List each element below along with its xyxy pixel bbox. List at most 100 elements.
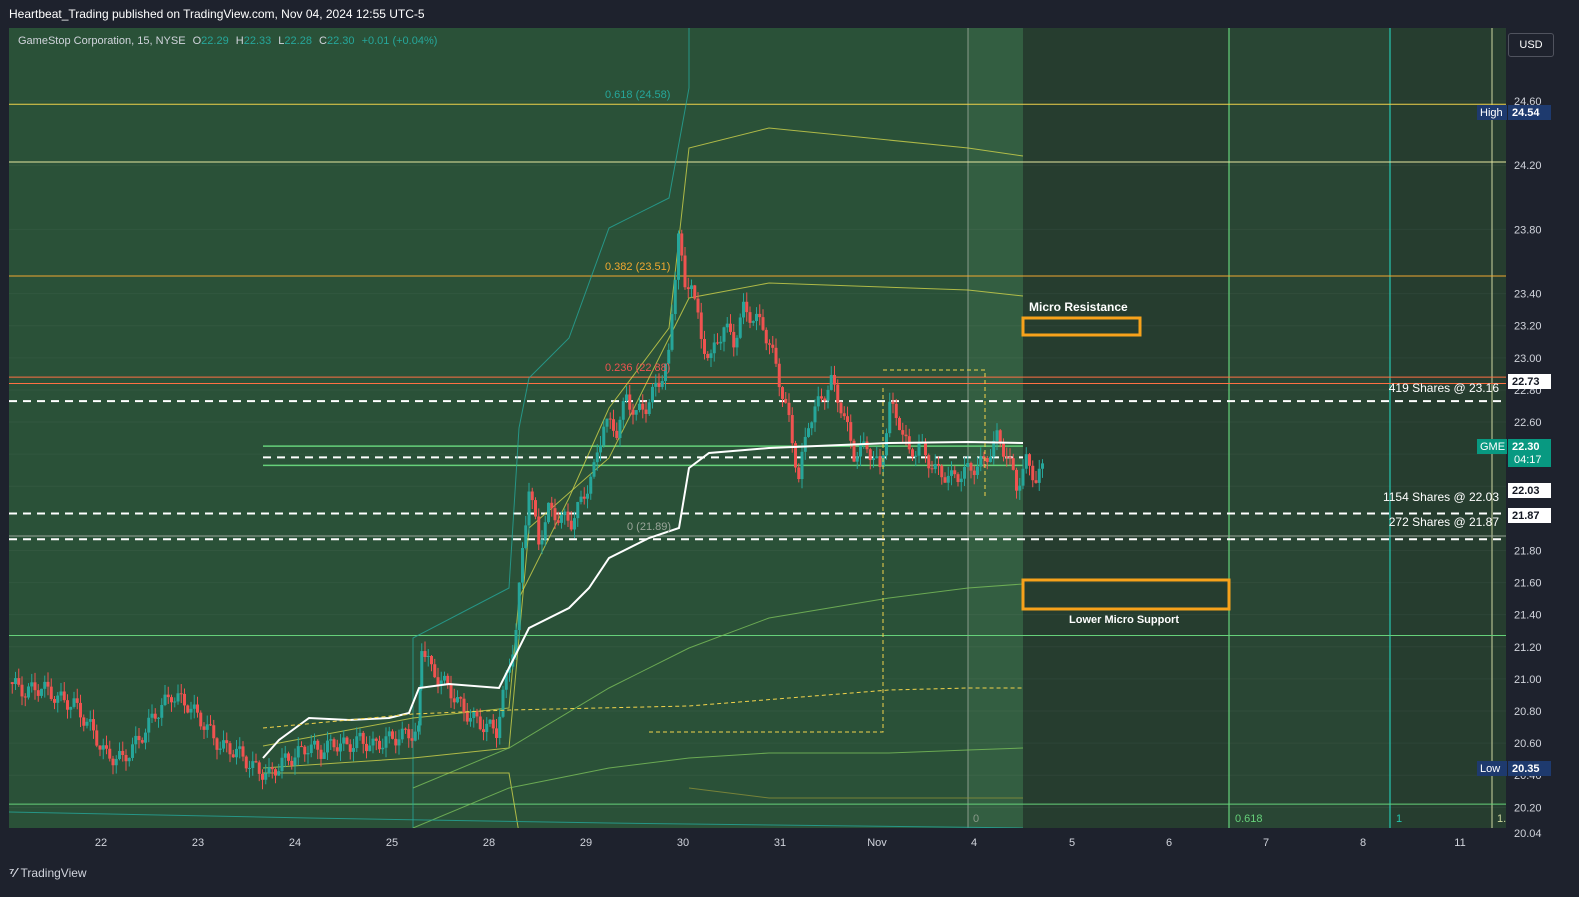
candle-body: [722, 327, 726, 342]
candle-body: [979, 456, 983, 467]
candle-body: [787, 402, 791, 416]
candle-body: [586, 493, 589, 499]
candle-body: [296, 746, 300, 758]
candle-body: [914, 455, 918, 457]
candle-body: [452, 698, 456, 703]
candle-body: [472, 711, 476, 719]
candle-body: [647, 402, 651, 414]
fib-label: 0.236 (22.88): [605, 362, 670, 374]
time-tick: 5: [1069, 837, 1075, 849]
candle-body: [397, 739, 401, 746]
annotation-boxes[interactable]: Micro Resistance Lower Micro Support: [1021, 300, 1231, 626]
price-tick: 23.00: [1514, 353, 1542, 365]
candle-body: [205, 724, 209, 730]
candle-body: [709, 353, 713, 359]
candle-body: [595, 452, 599, 463]
candle-body: [670, 314, 674, 350]
candle-body: [504, 672, 508, 690]
price-label-box: [1508, 439, 1551, 467]
candle-body: [420, 651, 424, 688]
candle-body: [49, 686, 53, 700]
symbol-name: GameStop Corporation, 15, NYSE: [18, 35, 186, 47]
candle-body: [218, 748, 222, 750]
candle-body: [127, 757, 131, 762]
candle-body: [654, 382, 658, 387]
candle-body: [950, 470, 953, 476]
candle-body: [732, 331, 736, 348]
volume-profile-line: [883, 369, 986, 498]
candle-body: [173, 701, 177, 703]
candle-body: [985, 457, 989, 463]
candle-body: [222, 740, 225, 749]
candle-body: [105, 745, 108, 749]
micro-resistance-box[interactable]: [1021, 316, 1142, 337]
candle-body: [407, 729, 411, 739]
candle-body: [439, 680, 443, 686]
candle-body: [868, 449, 872, 461]
candle-body: [183, 693, 186, 706]
lower-micro-support-box[interactable]: [1021, 578, 1231, 611]
price-tick: 20.04: [1514, 828, 1542, 840]
candle-body: [1041, 463, 1044, 469]
candle-body: [316, 740, 320, 750]
candle-body: [774, 347, 778, 364]
candle-body: [196, 704, 199, 713]
currency-button[interactable]: USD: [1508, 33, 1554, 57]
price-chart[interactable]: 0.618 (24.58) 0.382 (23.51) 0.236 (22.88) 0…: [9, 28, 1568, 856]
candle-body: [556, 520, 560, 523]
candle-body: [469, 718, 472, 722]
candle-body: [725, 323, 729, 328]
candle-body: [10, 682, 14, 685]
candle-body: [228, 743, 232, 755]
fib-time-label: 0: [973, 813, 979, 825]
share-annotation: 419 Shares @ 23.16: [1389, 381, 1500, 395]
low-value: 22.28: [284, 35, 312, 47]
candle-body: [14, 678, 17, 685]
candle-body: [326, 740, 329, 753]
micro-resistance-label: Micro Resistance: [1029, 300, 1128, 314]
candle-body: [277, 771, 281, 776]
candle-body: [966, 463, 970, 467]
brand-name: TradingView: [20, 865, 87, 880]
open-value: 22.29: [201, 35, 229, 47]
candle-body: [537, 516, 541, 545]
candle-body: [943, 477, 947, 483]
candle-body: [59, 691, 63, 696]
time-tick: 28: [483, 837, 495, 849]
price-tick: 23.40: [1514, 289, 1542, 301]
candle-body: [417, 725, 420, 732]
candle-body: [144, 732, 147, 743]
symbol-legend: GameStop Corporation, 15, NYSE O22.29 H2…: [18, 35, 437, 47]
candle-body: [27, 686, 30, 698]
candle-body: [917, 443, 921, 456]
candle-body: [745, 301, 749, 313]
candle-body: [332, 739, 336, 748]
candle-body: [413, 731, 417, 741]
candle-body: [638, 403, 641, 411]
candle-body: [485, 723, 489, 733]
candle-body: [651, 386, 654, 403]
candle-body: [300, 746, 303, 748]
candle-body: [79, 702, 82, 718]
candle-body: [202, 726, 206, 730]
candle-body: [800, 451, 804, 480]
price-label-box: [1508, 761, 1551, 776]
time-tick: 31: [774, 837, 786, 849]
candle-body: [885, 433, 888, 456]
band-line: [412, 583, 1024, 789]
candle-body: [355, 736, 359, 749]
candle-body: [215, 738, 219, 750]
low-label: L: [278, 35, 285, 47]
candle-body: [410, 738, 414, 741]
candle-body: [755, 313, 758, 322]
candle-body: [699, 312, 703, 339]
candle-body: [212, 725, 216, 739]
time-tick: 23: [192, 837, 204, 849]
price-label-box: [1508, 508, 1551, 523]
candle-body: [88, 719, 92, 722]
candle-body: [560, 515, 563, 523]
candle-body: [612, 419, 615, 431]
candle-body: [599, 445, 602, 453]
candle-body: [384, 736, 388, 748]
candle-body: [976, 466, 979, 476]
